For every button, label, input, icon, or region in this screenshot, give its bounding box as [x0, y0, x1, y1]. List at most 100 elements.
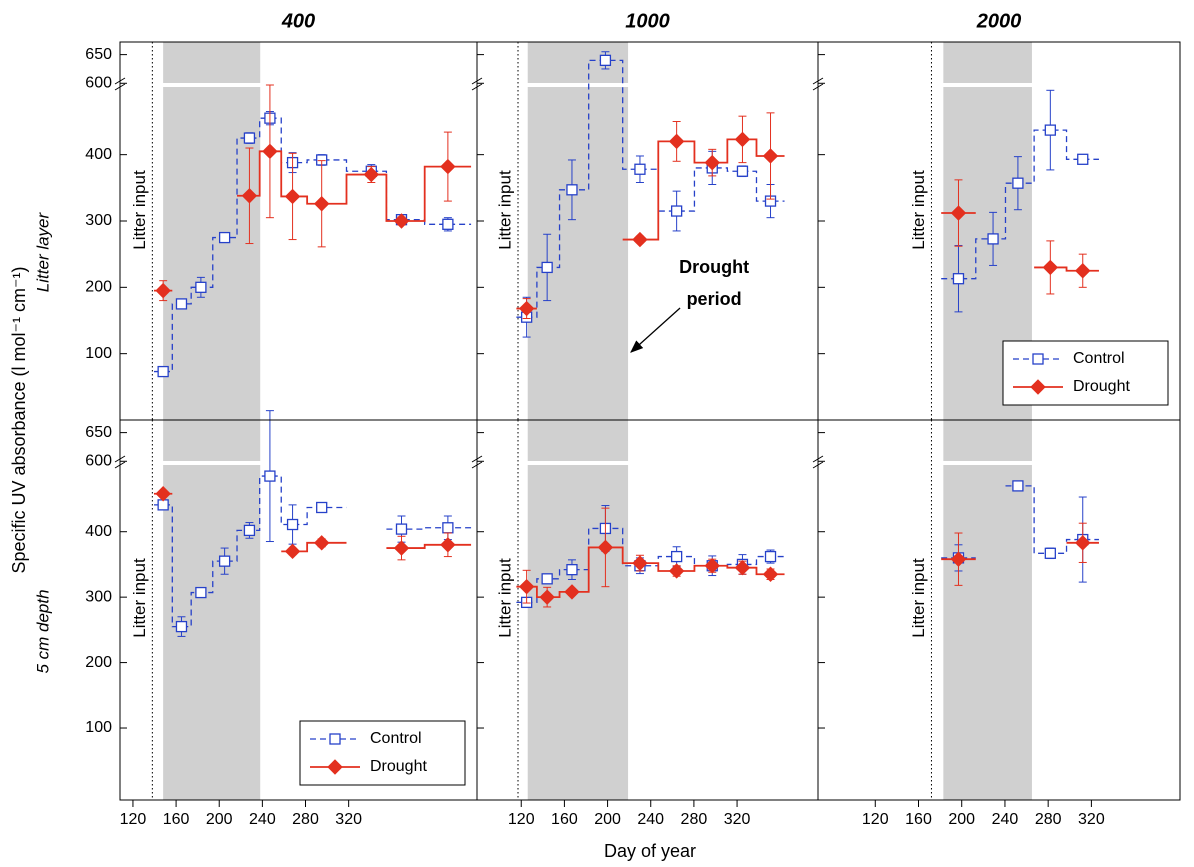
- marker: [518, 578, 535, 595]
- marker: [264, 470, 276, 482]
- break-mark: [471, 83, 483, 91]
- marker: [764, 550, 777, 563]
- axis-break: [819, 83, 1179, 87]
- marker: [327, 759, 343, 775]
- axis-break: [121, 83, 476, 87]
- x-tick-label: 320: [1078, 811, 1105, 828]
- legend-label: Drought: [1073, 378, 1130, 395]
- marker: [632, 231, 648, 248]
- break-mark: [812, 77, 824, 85]
- marker: [597, 539, 614, 556]
- break-mark: [812, 83, 824, 91]
- marker: [1044, 547, 1056, 559]
- marker: [155, 486, 171, 502]
- marker: [599, 54, 612, 66]
- y-tick-label: 400: [85, 146, 112, 163]
- x-tick-label: 320: [724, 811, 751, 828]
- marker: [541, 261, 553, 274]
- marker: [442, 522, 454, 534]
- x-tick-label: 280: [292, 811, 319, 828]
- row-label: Litter layer: [33, 211, 52, 292]
- legend-label: Drought: [370, 758, 427, 775]
- marker: [952, 273, 965, 285]
- drought-shading: [163, 420, 261, 800]
- drought-label: Drought: [679, 257, 749, 277]
- marker: [286, 518, 299, 531]
- legend-box: [1002, 340, 1169, 406]
- x-tick-label: 240: [637, 811, 664, 828]
- marker: [950, 551, 967, 567]
- axis-break: [478, 83, 817, 87]
- x-tick-label: 200: [948, 811, 975, 828]
- marker: [670, 550, 683, 563]
- marker: [195, 586, 207, 599]
- marker: [1044, 124, 1056, 136]
- marker: [284, 543, 301, 560]
- marker: [243, 524, 256, 537]
- y-tick-label: 100: [85, 719, 112, 736]
- step-line: [622, 138, 785, 241]
- break-mark: [812, 461, 824, 469]
- litter-input-label: Litter input: [909, 170, 928, 250]
- step-line: [153, 117, 472, 373]
- y-tick-label: 400: [85, 523, 112, 540]
- marker: [175, 620, 188, 633]
- y-tick-label: 600: [85, 74, 112, 91]
- legend-box: [299, 720, 466, 786]
- x-tick-label: 200: [594, 811, 621, 828]
- step-line: [237, 150, 472, 222]
- marker: [564, 584, 580, 600]
- break-mark: [812, 455, 824, 463]
- y-tick-label: 300: [85, 212, 112, 229]
- marker: [1032, 353, 1044, 365]
- marker: [363, 166, 380, 183]
- x-tick-label: 280: [681, 811, 708, 828]
- x-tick-label: 160: [551, 811, 578, 828]
- marker: [566, 564, 578, 576]
- axis-break: [478, 461, 817, 465]
- marker: [762, 148, 779, 164]
- marker: [1075, 263, 1091, 279]
- y-axis-label: Specific UV absorbance (l mol⁻¹ cm⁻¹): [9, 266, 29, 573]
- axis-break: [819, 461, 1179, 465]
- x-tick-label: 200: [206, 811, 233, 828]
- marker: [704, 558, 720, 574]
- litter-input-label: Litter input: [130, 170, 149, 250]
- marker: [329, 733, 341, 745]
- row-label: 5 cm depth: [33, 589, 52, 673]
- marker: [736, 165, 749, 177]
- marker: [1042, 259, 1059, 276]
- break-mark: [471, 77, 483, 85]
- marker: [313, 535, 330, 551]
- marker: [762, 566, 779, 582]
- x-tick-label: 160: [163, 811, 190, 828]
- marker: [539, 589, 555, 605]
- marker: [670, 205, 683, 217]
- y-tick-label: 200: [85, 654, 112, 671]
- marker: [566, 184, 578, 196]
- marker: [518, 300, 535, 317]
- break-mark: [471, 461, 483, 469]
- marker: [734, 559, 751, 576]
- x-tick-label: 320: [335, 811, 362, 828]
- x-tick-label: 120: [862, 811, 889, 828]
- marker: [243, 132, 256, 144]
- x-tick-label: 240: [992, 811, 1019, 828]
- break-mark: [471, 455, 483, 463]
- marker: [313, 196, 330, 212]
- marker: [1012, 177, 1024, 189]
- column-title: 1000: [625, 10, 670, 32]
- litter-input-label: Litter input: [495, 170, 514, 250]
- marker: [175, 298, 188, 310]
- column-title: 400: [281, 10, 315, 32]
- drought-arrow: [630, 307, 681, 353]
- marker: [1077, 153, 1089, 165]
- y-tick-label: 200: [85, 279, 112, 296]
- marker: [668, 563, 685, 579]
- marker: [734, 131, 751, 148]
- marker: [668, 133, 685, 150]
- marker: [1030, 379, 1046, 395]
- y-tick-label: 100: [85, 345, 112, 362]
- marker: [155, 282, 171, 299]
